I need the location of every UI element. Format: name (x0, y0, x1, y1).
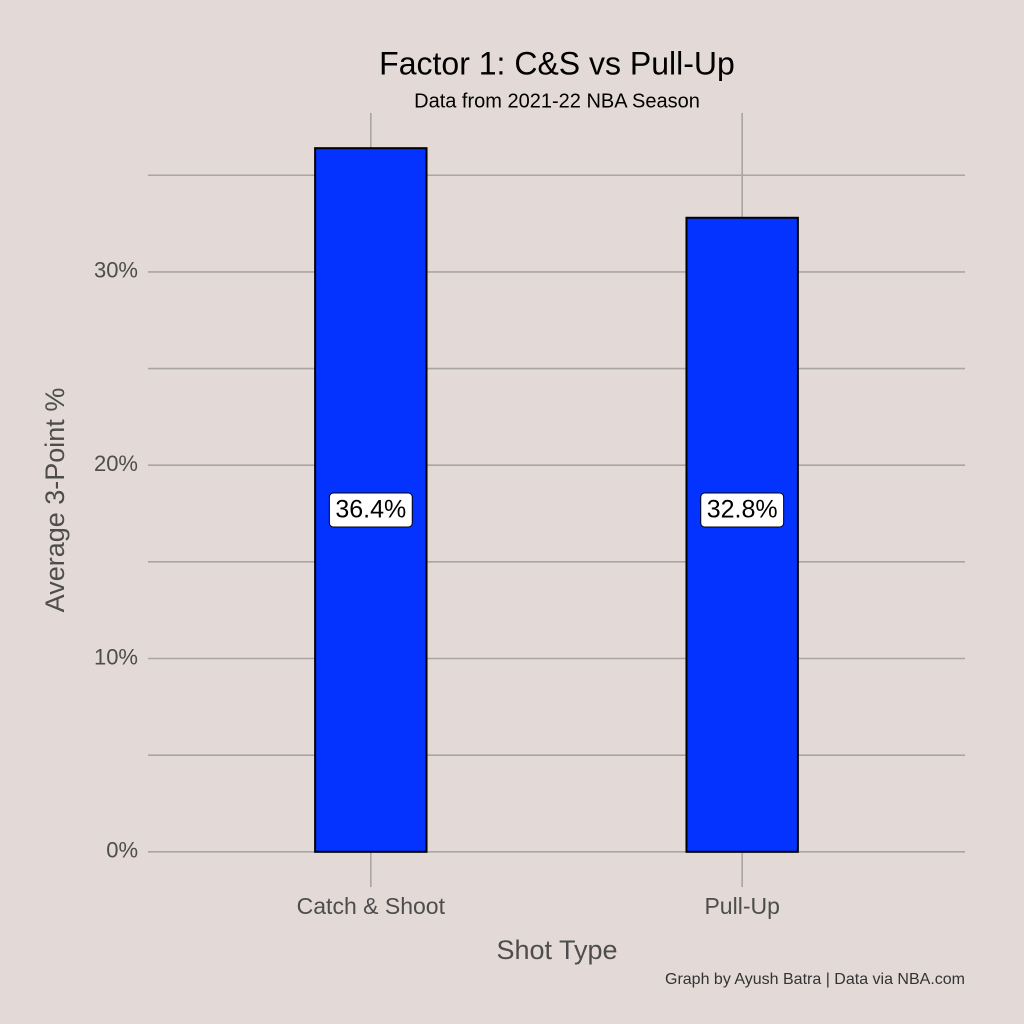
chart-subtitle: Data from 2021-22 NBA Season (414, 90, 700, 112)
value-label: 36.4% (335, 496, 406, 524)
y-tick-label: 20% (94, 451, 138, 476)
bar (685, 216, 799, 853)
value-label: 32.8% (707, 496, 778, 524)
y-tick-label: 10% (94, 644, 138, 669)
chart-title: Factor 1: C&S vs Pull-Up (379, 45, 735, 81)
y-axis-title: Average 3-Point % (40, 388, 70, 613)
y-tick-label: 0% (106, 838, 138, 863)
caption: Graph by Ayush Batra | Data via NBA.com (665, 971, 965, 988)
x-tick-label: Pull-Up (704, 893, 779, 919)
y-tick-label: 30% (94, 258, 138, 283)
value-label-box (328, 492, 413, 528)
x-axis-title: Shot Type (496, 935, 617, 965)
x-tick-label: Catch & Shoot (297, 893, 446, 919)
value-label-box (700, 492, 785, 528)
